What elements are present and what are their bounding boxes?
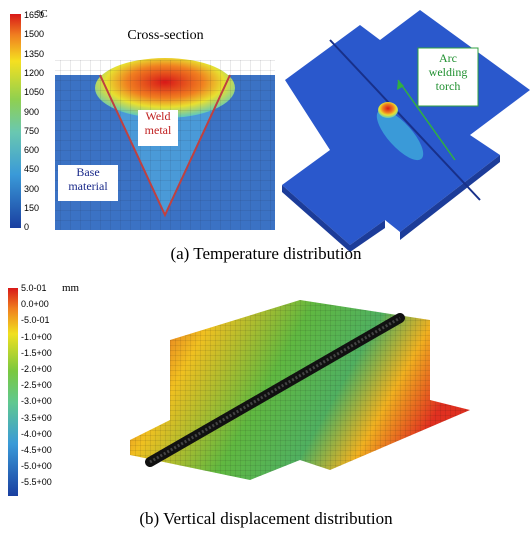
displacement-colorbar xyxy=(8,288,18,496)
colorbar-label: 0 xyxy=(24,222,29,232)
colorbar-label: 0.0+00 xyxy=(21,299,49,309)
colorbar-label: -5.5+00 xyxy=(21,477,52,487)
torch-label: Arc welding torch xyxy=(420,52,476,93)
colorbar-label: -3.5+00 xyxy=(21,413,52,423)
colorbar-label: 1500 xyxy=(24,29,44,39)
caption-b: (b) Vertical displacement distribution xyxy=(0,509,532,529)
colorbar-label: 900 xyxy=(24,107,39,117)
temperature-colorbar xyxy=(10,14,21,228)
colorbar-label: -4.5+00 xyxy=(21,445,52,455)
colorbar-label: 750 xyxy=(24,126,39,136)
displacement-unit: mm xyxy=(62,282,79,294)
colorbar-label: -4.0+00 xyxy=(21,429,52,439)
colorbar-label: -2.5+00 xyxy=(21,380,52,390)
colorbar-label: -2.0+00 xyxy=(21,364,52,374)
colorbar-label: -5.0-01 xyxy=(21,315,50,325)
cross-section-title: Cross-section xyxy=(108,28,223,44)
plate-displacement-image xyxy=(130,300,470,480)
colorbar-label: -5.0+00 xyxy=(21,461,52,471)
base-label: Base material xyxy=(58,166,118,194)
colorbar-label: -1.0+00 xyxy=(21,332,52,342)
weld-label: Weld metal xyxy=(138,110,178,138)
colorbar-label: 1650 xyxy=(24,10,44,20)
colorbar-label: -1.5+00 xyxy=(21,348,52,358)
caption-a: (a) Temperature distribution xyxy=(0,244,532,264)
plate-temperature-image xyxy=(282,10,530,252)
figure: Cross-section Weld metal Base material A… xyxy=(0,0,532,534)
colorbar-label: 300 xyxy=(24,184,39,194)
colorbar-label: 450 xyxy=(24,164,39,174)
colorbar-label: 1350 xyxy=(24,49,44,59)
colorbar-label: 1200 xyxy=(24,68,44,78)
colorbar-label: 150 xyxy=(24,203,39,213)
colorbar-label: -3.0+00 xyxy=(21,396,52,406)
colorbar-label: 5.0-01 xyxy=(21,283,47,293)
colorbar-label: 1050 xyxy=(24,87,44,97)
colorbar-label: 600 xyxy=(24,145,39,155)
